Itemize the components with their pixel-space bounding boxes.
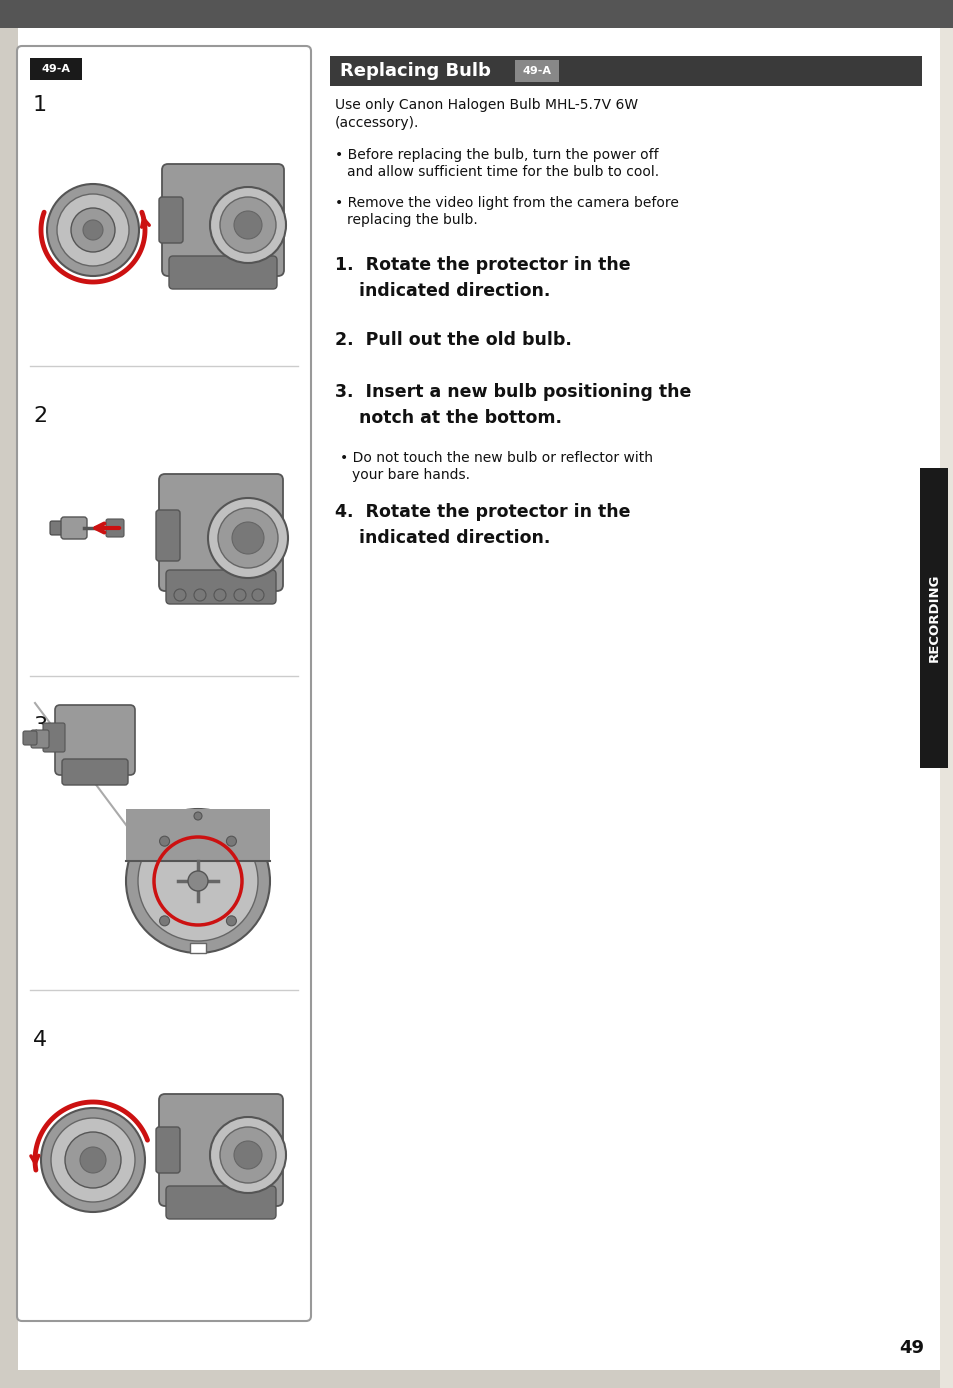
Text: 4.  Rotate the protector in the: 4. Rotate the protector in the (335, 502, 630, 520)
FancyBboxPatch shape (23, 731, 37, 745)
Text: replacing the bulb.: replacing the bulb. (347, 212, 477, 228)
Bar (919, 468, 947, 768)
Text: • Do not touch the new bulb or reflector with: • Do not touch the new bulb or reflector… (339, 451, 652, 465)
FancyBboxPatch shape (166, 1185, 275, 1219)
Circle shape (233, 211, 262, 239)
Text: indicated direction.: indicated direction. (335, 529, 550, 547)
Circle shape (226, 916, 236, 926)
Bar (30, 58, 82, 81)
Circle shape (226, 836, 236, 847)
Circle shape (232, 522, 264, 554)
Bar (126, 809, 270, 861)
Text: 3.  Insert a new bulb positioning the: 3. Insert a new bulb positioning the (335, 383, 691, 401)
Circle shape (65, 1133, 121, 1188)
FancyBboxPatch shape (159, 1094, 283, 1206)
Circle shape (71, 208, 115, 253)
Circle shape (51, 1117, 135, 1202)
Text: 1: 1 (33, 94, 47, 115)
Text: your bare hands.: your bare hands. (352, 468, 470, 482)
FancyBboxPatch shape (166, 570, 275, 604)
Text: indicated direction.: indicated direction. (335, 282, 550, 300)
Circle shape (41, 1108, 145, 1212)
FancyBboxPatch shape (61, 516, 87, 539)
Circle shape (138, 820, 257, 941)
Bar (190, 942, 206, 954)
FancyBboxPatch shape (156, 1127, 180, 1173)
FancyBboxPatch shape (50, 520, 66, 534)
FancyBboxPatch shape (43, 723, 65, 752)
FancyBboxPatch shape (106, 519, 124, 537)
Text: 2.  Pull out the old bulb.: 2. Pull out the old bulb. (335, 330, 571, 348)
Circle shape (47, 185, 139, 276)
Circle shape (233, 1141, 262, 1169)
Circle shape (83, 221, 103, 240)
Circle shape (233, 589, 246, 601)
FancyBboxPatch shape (159, 473, 283, 591)
Text: RECORDING: RECORDING (926, 573, 940, 662)
Circle shape (159, 836, 170, 847)
Text: (accessory).: (accessory). (335, 117, 419, 130)
Circle shape (80, 1146, 106, 1173)
Circle shape (188, 872, 208, 891)
Text: • Before replacing the bulb, turn the power off: • Before replacing the bulb, turn the po… (335, 149, 658, 162)
Text: 2: 2 (33, 407, 47, 426)
Text: Use only Canon Halogen Bulb MHL-5.7V 6W: Use only Canon Halogen Bulb MHL-5.7V 6W (335, 99, 638, 112)
Circle shape (159, 916, 170, 926)
Text: and allow sufficient time for the bulb to cool.: and allow sufficient time for the bulb t… (347, 165, 659, 179)
FancyBboxPatch shape (169, 255, 276, 289)
Bar (0, 0, 953, 28)
Circle shape (193, 812, 202, 820)
Circle shape (252, 589, 264, 601)
Bar (515, 60, 558, 82)
Text: 3: 3 (33, 716, 47, 736)
Bar (939, 0, 953, 1388)
Circle shape (57, 194, 129, 266)
FancyBboxPatch shape (55, 705, 135, 775)
Bar (330, 56, 921, 86)
Text: 49-A: 49-A (522, 67, 551, 76)
Bar (0, 1370, 953, 1388)
Circle shape (210, 187, 286, 262)
Text: • Remove the video light from the camera before: • Remove the video light from the camera… (335, 196, 679, 210)
Text: 49: 49 (899, 1339, 923, 1357)
Text: 49-A: 49-A (42, 64, 71, 74)
FancyBboxPatch shape (30, 730, 49, 748)
FancyBboxPatch shape (17, 46, 311, 1321)
Text: notch at the bottom.: notch at the bottom. (335, 409, 561, 428)
Text: 4: 4 (33, 1030, 47, 1049)
Circle shape (173, 589, 186, 601)
FancyBboxPatch shape (156, 509, 180, 561)
Text: 1.  Rotate the protector in the: 1. Rotate the protector in the (335, 255, 630, 273)
FancyBboxPatch shape (159, 197, 183, 243)
Circle shape (193, 589, 206, 601)
FancyBboxPatch shape (162, 164, 284, 276)
Circle shape (210, 1117, 286, 1194)
FancyBboxPatch shape (62, 759, 128, 786)
Text: Replacing Bulb: Replacing Bulb (339, 62, 491, 81)
Circle shape (220, 1127, 275, 1183)
Circle shape (218, 508, 277, 568)
Circle shape (213, 589, 226, 601)
Circle shape (208, 498, 288, 577)
Circle shape (220, 197, 275, 253)
Bar (0, 0, 18, 1388)
Circle shape (126, 809, 270, 954)
